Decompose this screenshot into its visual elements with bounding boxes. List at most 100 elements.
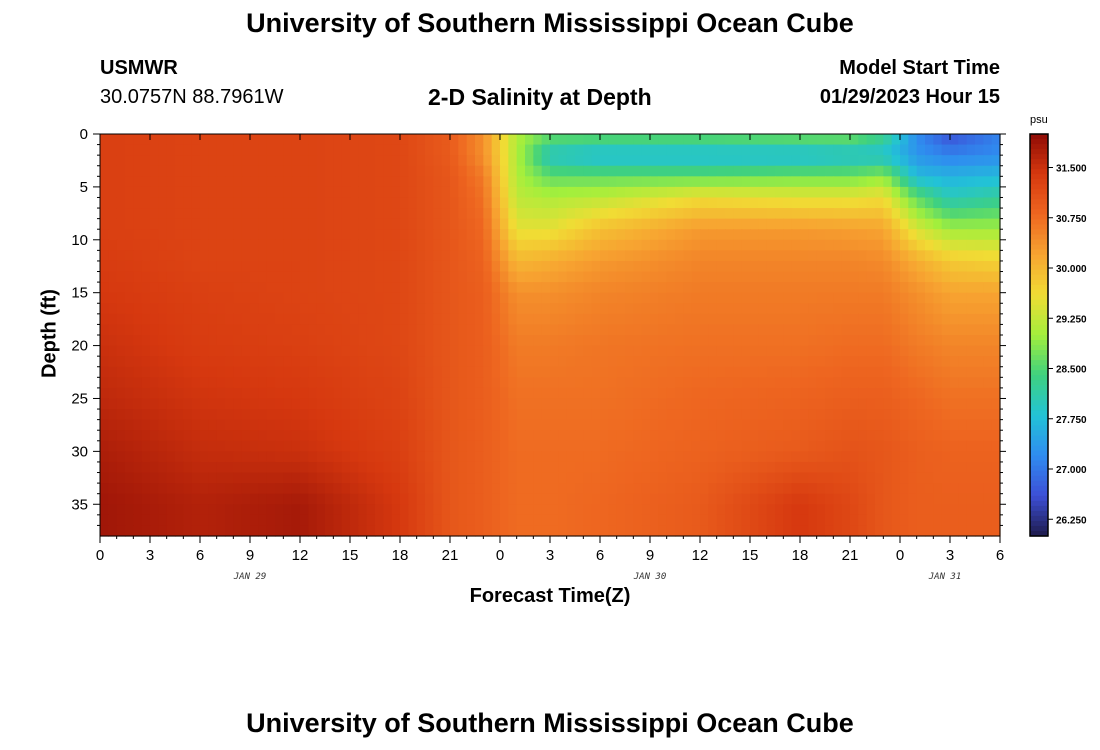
heatmap-cell: [116, 398, 126, 410]
heatmap-cell: [558, 186, 568, 199]
heatmap-cell: [708, 165, 718, 177]
heatmap-cell: [350, 483, 359, 495]
heatmap-cell: [400, 525, 409, 537]
heatmap-cell: [758, 134, 768, 146]
heatmap-cell: [250, 409, 259, 421]
heatmap-cell: [450, 387, 459, 400]
heatmap-cell: [383, 440, 393, 452]
heatmap-cell: [133, 525, 143, 537]
x-tick-label: 0: [96, 547, 104, 564]
heatmap-cell: [575, 409, 584, 421]
heatmap-cell: [775, 451, 784, 463]
heatmap-cell: [758, 335, 768, 347]
heatmap-cell: [650, 440, 659, 452]
heatmap-cell: [300, 409, 309, 421]
heatmap-cell: [150, 377, 159, 389]
heatmap-cell: [691, 197, 701, 209]
heatmap-cell: [583, 165, 593, 177]
heatmap-cell: [725, 493, 734, 505]
heatmap-cell: [650, 292, 659, 304]
heatmap-cell: [191, 525, 201, 537]
heatmap-cell: [850, 313, 859, 326]
heatmap-cell: [391, 260, 401, 273]
heatmap-cell: [541, 335, 551, 347]
heatmap-cell: [550, 514, 559, 527]
heatmap-cell: [491, 155, 501, 167]
heatmap-cell: [675, 387, 684, 400]
heatmap-cell: [958, 335, 968, 347]
heatmap-cell: [558, 271, 568, 283]
heatmap-cell: [675, 218, 684, 230]
heatmap-cell: [858, 208, 868, 220]
heatmap-cell: [541, 134, 551, 146]
heatmap-cell: [808, 419, 818, 431]
heatmap-cell: [133, 292, 143, 304]
heatmap-cell: [491, 260, 501, 273]
heatmap-cell: [908, 176, 918, 188]
heatmap-cell: [641, 387, 651, 400]
heatmap-cell: [108, 398, 118, 410]
heatmap-cell: [958, 229, 968, 241]
heatmap-cell: [800, 345, 809, 357]
heatmap-cell: [150, 419, 159, 431]
heatmap-cell: [966, 282, 976, 294]
heatmap-cell: [941, 377, 951, 389]
heatmap-cell: [750, 493, 759, 505]
heatmap-cell: [675, 461, 684, 474]
heatmap-cell: [950, 504, 959, 516]
heatmap-cell: [708, 335, 718, 347]
heatmap-cell: [366, 260, 376, 273]
heatmap-cell: [191, 409, 201, 421]
colorbar-segment: [1030, 470, 1048, 477]
heatmap-cell: [700, 451, 709, 463]
heatmap-cell: [741, 419, 751, 431]
heatmap-cell: [341, 461, 351, 474]
heatmap-cell: [741, 197, 751, 209]
heatmap-cell: [683, 356, 693, 368]
heatmap-cell: [541, 271, 551, 283]
heatmap-cell: [416, 493, 426, 505]
heatmap-cell: [100, 208, 109, 220]
heatmap-cell: [700, 260, 709, 273]
heatmap-cell: [508, 186, 518, 199]
heatmap-cell: [208, 250, 218, 262]
heatmap-cell: [525, 229, 534, 241]
heatmap-cell: [408, 398, 418, 410]
heatmap-cell: [591, 419, 601, 431]
heatmap-cell: [441, 504, 451, 516]
heatmap-cell: [891, 504, 901, 516]
heatmap-cell: [591, 493, 601, 505]
heatmap-cell: [100, 134, 109, 146]
heatmap-cell: [475, 155, 484, 167]
heatmap-cell: [491, 282, 501, 294]
heatmap-cell: [916, 250, 926, 262]
heatmap-cell: [925, 483, 934, 495]
heatmap-cell: [150, 144, 159, 156]
heatmap-cell: [983, 271, 993, 283]
heatmap-cell: [966, 176, 976, 188]
heatmap-cell: [241, 260, 251, 273]
heatmap-cell: [191, 260, 201, 273]
heatmap-cell: [908, 387, 918, 400]
heatmap-cell: [841, 165, 851, 177]
heatmap-cell: [591, 356, 601, 368]
heatmap-cell: [183, 218, 193, 230]
heatmap-cell: [758, 271, 768, 283]
heatmap-cell: [816, 155, 826, 167]
heatmap-cell: [983, 324, 993, 336]
heatmap-cell: [400, 483, 409, 495]
heatmap-cell: [775, 387, 784, 400]
heatmap-cell: [358, 483, 368, 495]
heatmap-cell: [225, 303, 234, 315]
heatmap-cell: [741, 493, 751, 505]
heatmap-cell: [275, 409, 284, 421]
heatmap-cell: [341, 387, 351, 400]
heatmap-cell: [175, 324, 184, 336]
heatmap-cell: [191, 324, 201, 336]
heatmap-cell: [533, 239, 543, 251]
heatmap-cell: [275, 366, 284, 378]
heatmap-cell: [850, 229, 859, 241]
heatmap-cell: [408, 271, 418, 283]
heatmap-cell: [875, 176, 884, 188]
heatmap-cell: [166, 493, 176, 505]
